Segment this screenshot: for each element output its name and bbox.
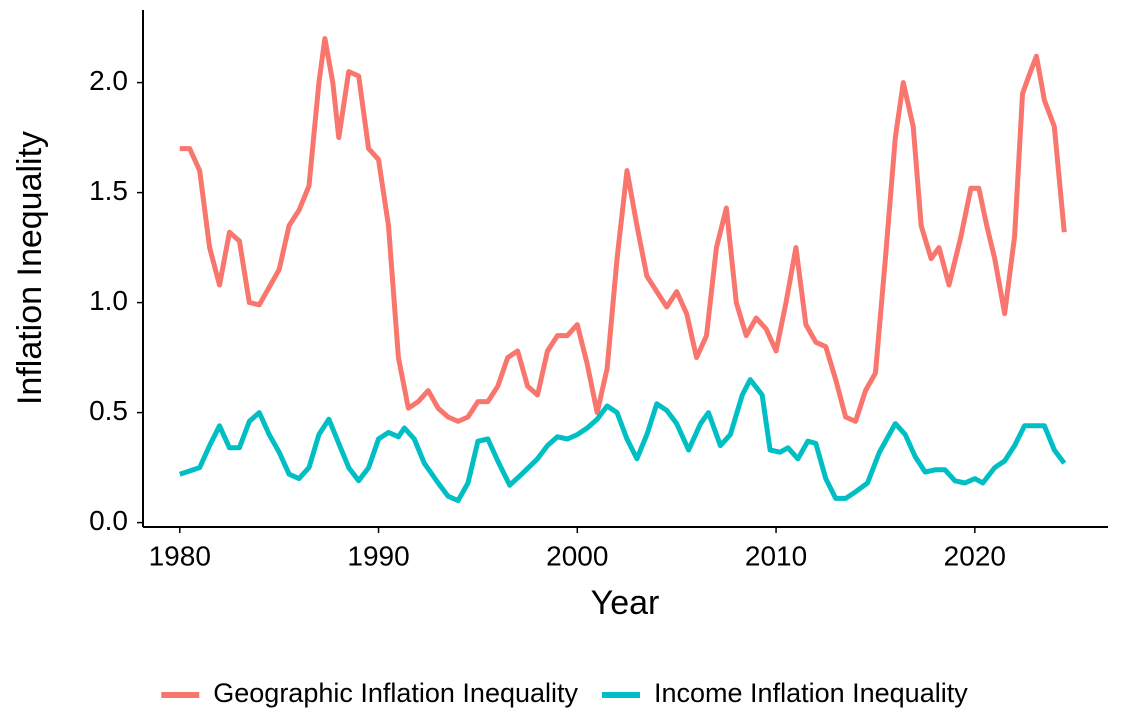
- y-tick-label: 0.5: [89, 395, 128, 426]
- legend-label: Income Inflation Inequality: [654, 678, 968, 708]
- y-axis-title: Inflation Inequality: [11, 131, 49, 405]
- data-line: [178, 377, 1067, 504]
- y-tick-label: 0.0: [89, 505, 128, 536]
- y-tick-label: 1.5: [89, 175, 128, 206]
- x-axis-title: Year: [591, 584, 660, 622]
- x-tick-label: 2010: [745, 540, 807, 571]
- x-tick-label: 2000: [546, 540, 608, 571]
- y-tick-label: 1.0: [89, 285, 128, 316]
- y-tick-label: 2.0: [89, 65, 128, 96]
- x-tick-label: 1980: [149, 540, 211, 571]
- x-tick-label: 1990: [347, 540, 409, 571]
- data-line: [179, 36, 1067, 424]
- legend-label: Geographic Inflation Inequality: [213, 678, 578, 708]
- x-tick-label: 2020: [944, 540, 1006, 571]
